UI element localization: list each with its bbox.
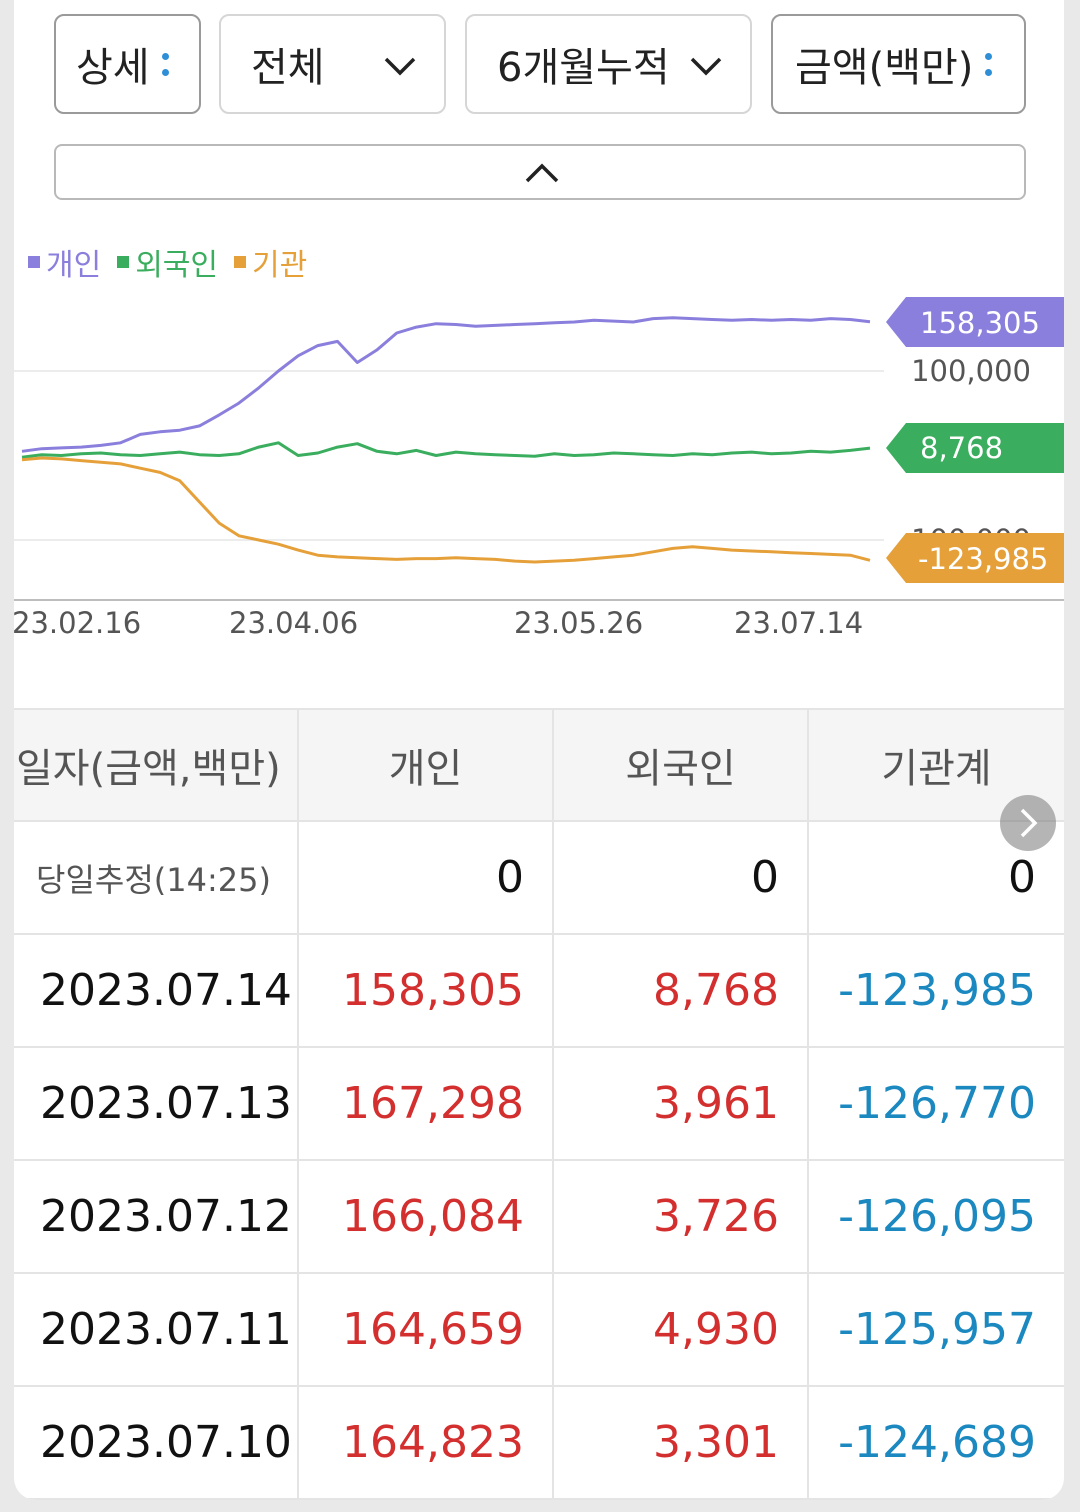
period-dropdown[interactable]: 6개월누적 xyxy=(465,14,752,114)
unit-menu-button[interactable]: 금액(백만) xyxy=(771,14,1026,114)
chevron-down-icon xyxy=(384,57,416,76)
legend-item-institution: 기관 xyxy=(234,240,307,284)
series-line-개인 xyxy=(21,316,871,453)
detail-label: 상세 xyxy=(76,45,150,91)
x-tick-label: 23.04.06 xyxy=(229,606,358,640)
value-badge-label: 8,768 xyxy=(920,431,1003,465)
legend-label: 외국인 xyxy=(135,248,219,283)
investor-table: 일자(금액,백만) 개인 외국인 기관계 당일추정(14:25) 0 0 0 2… xyxy=(14,708,1064,1500)
row-foreign: 4,930 xyxy=(554,1274,809,1385)
x-tick-label: 23.02.16 xyxy=(14,606,141,640)
estimate-row: 당일추정(14:25) 0 0 0 xyxy=(14,822,1064,935)
series-line-외국인 xyxy=(21,441,871,459)
value-badge-label: -123,985 xyxy=(918,542,1048,576)
row-individual: 158,305 xyxy=(299,935,554,1046)
row-individual: 167,298 xyxy=(299,1048,554,1159)
row-individual: 164,659 xyxy=(299,1274,554,1385)
more-vertical-icon xyxy=(161,52,169,76)
scroll-right-button[interactable] xyxy=(1000,795,1056,851)
legend-label: 기관 xyxy=(252,248,308,283)
scope-label: 전체 xyxy=(251,45,325,91)
table-row: 2023.07.11 164,659 4,930 -125,957 xyxy=(14,1274,1064,1387)
row-date: 2023.07.10 xyxy=(14,1387,299,1498)
legend-item-foreign: 외국인 xyxy=(117,240,218,284)
row-date: 2023.07.12 xyxy=(14,1161,299,1272)
estimate-label: 당일추정(14:25) xyxy=(14,822,299,933)
legend-swatch xyxy=(28,256,40,268)
header-institution: 기관계 xyxy=(881,746,992,792)
row-foreign: 3,961 xyxy=(554,1048,809,1159)
estimate-individual: 0 xyxy=(299,822,554,933)
chart-legend: 개인 외국인 기관 xyxy=(28,240,307,284)
value-badge-institution: -123,985 xyxy=(886,533,1064,583)
row-institution: -126,770 xyxy=(838,1078,1036,1129)
row-foreign: 3,726 xyxy=(554,1161,809,1272)
table-row: 2023.07.14 158,305 8,768 -123,985 xyxy=(14,935,1064,1048)
row-individual: 164,823 xyxy=(299,1387,554,1498)
x-tick-label: 23.05.26 xyxy=(514,606,643,640)
series-layer xyxy=(21,316,871,564)
legend-label: 개인 xyxy=(46,248,102,283)
chevron-down-icon xyxy=(690,57,722,76)
chevron-right-icon xyxy=(1020,808,1038,838)
more-vertical-icon xyxy=(985,52,993,76)
y-grid-label-100000: 100,000 xyxy=(911,354,1031,388)
row-institution: -125,957 xyxy=(838,1304,1036,1355)
estimate-foreign: 0 xyxy=(554,822,809,933)
period-label: 6개월누적 xyxy=(497,45,670,91)
scope-dropdown[interactable]: 전체 xyxy=(219,14,446,114)
row-foreign: 3,301 xyxy=(554,1387,809,1498)
legend-item-individual: 개인 xyxy=(28,240,101,284)
series-line-기관 xyxy=(21,456,871,564)
row-date: 2023.07.14 xyxy=(14,935,299,1046)
legend-swatch xyxy=(234,256,247,268)
table-row: 2023.07.10 164,823 3,301 -124,689 xyxy=(14,1387,1064,1500)
row-institution: -123,985 xyxy=(838,965,1036,1016)
estimate-institution: 0 xyxy=(1008,852,1036,903)
value-badge-individual: 158,305 xyxy=(886,297,1064,347)
detail-menu-button[interactable]: 상세 xyxy=(54,14,201,114)
row-foreign: 8,768 xyxy=(554,935,809,1046)
chevron-up-icon xyxy=(525,163,559,183)
trend-line-chart: 100,000 -100,000 158,305 8,768 -123,985 … xyxy=(14,297,1064,640)
row-institution: -124,689 xyxy=(838,1417,1036,1468)
table-row: 2023.07.12 166,084 3,726 -126,095 xyxy=(14,1161,1064,1274)
collapse-toggle-button[interactable] xyxy=(54,144,1026,200)
table-row: 2023.07.13 167,298 3,961 -126,770 xyxy=(14,1048,1064,1161)
table-header-row: 일자(금액,백만) 개인 외국인 기관계 xyxy=(14,708,1064,822)
value-badge-foreign: 8,768 xyxy=(886,423,1064,473)
row-individual: 166,084 xyxy=(299,1161,554,1272)
x-tick-label: 23.07.14 xyxy=(734,606,863,640)
unit-label: 금액(백만) xyxy=(795,45,974,91)
row-date: 2023.07.11 xyxy=(14,1274,299,1385)
legend-swatch xyxy=(117,256,130,268)
header-individual: 개인 xyxy=(299,710,554,820)
investor-trend-card: 상세 전체 6개월누적 금액(백만) 개인 외국인 기관 xyxy=(14,0,1064,1500)
value-badge-label: 158,305 xyxy=(920,306,1040,340)
header-date: 일자(금액,백만) xyxy=(14,710,299,820)
header-foreign: 외국인 xyxy=(554,710,809,820)
row-institution: -126,095 xyxy=(838,1191,1036,1242)
row-date: 2023.07.13 xyxy=(14,1048,299,1159)
